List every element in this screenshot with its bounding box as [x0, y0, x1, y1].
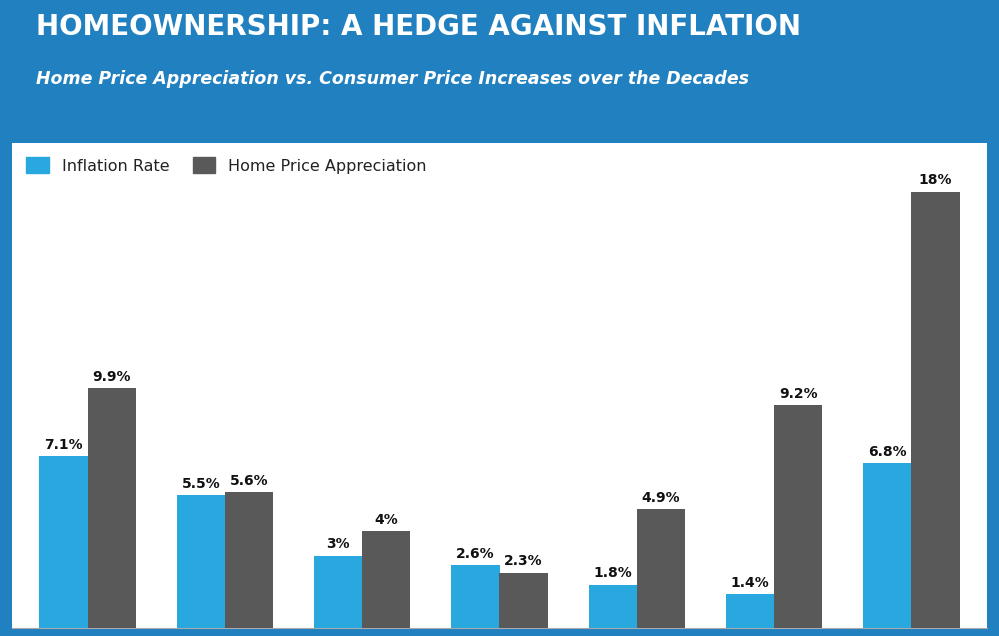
Bar: [452, 565, 500, 628]
Text: 6.8%: 6.8%: [868, 445, 907, 459]
Text: 5.6%: 5.6%: [230, 474, 268, 488]
Bar: [911, 191, 960, 628]
Text: 1.4%: 1.4%: [730, 576, 769, 590]
Text: 4.9%: 4.9%: [641, 491, 680, 505]
Text: HOMEOWNERSHIP: A HEDGE AGAINST INFLATION: HOMEOWNERSHIP: A HEDGE AGAINST INFLATION: [36, 13, 801, 41]
Bar: [588, 584, 636, 628]
Text: Home Price Appreciation vs. Consumer Price Increases over the Decades: Home Price Appreciation vs. Consumer Pri…: [36, 71, 749, 88]
Bar: [225, 492, 273, 628]
Bar: [636, 509, 685, 628]
Bar: [774, 405, 822, 628]
Bar: [88, 388, 136, 628]
Text: 3%: 3%: [327, 537, 350, 551]
Text: 4%: 4%: [375, 513, 398, 527]
Text: 5.5%: 5.5%: [182, 476, 220, 490]
Bar: [363, 531, 411, 628]
Bar: [177, 495, 225, 628]
Bar: [726, 595, 774, 628]
Text: 7.1%: 7.1%: [44, 438, 83, 452]
Text: 2.3%: 2.3%: [504, 554, 542, 568]
Legend: Inflation Rate, Home Price Appreciation: Inflation Rate, Home Price Appreciation: [20, 151, 434, 180]
Bar: [863, 464, 911, 628]
Text: 2.6%: 2.6%: [457, 547, 495, 561]
Text: 9.9%: 9.9%: [92, 370, 131, 384]
Text: 18%: 18%: [919, 173, 952, 187]
Bar: [314, 556, 363, 628]
Bar: [500, 572, 547, 628]
Text: 9.2%: 9.2%: [779, 387, 817, 401]
Bar: [39, 456, 88, 628]
Text: 1.8%: 1.8%: [593, 566, 632, 580]
